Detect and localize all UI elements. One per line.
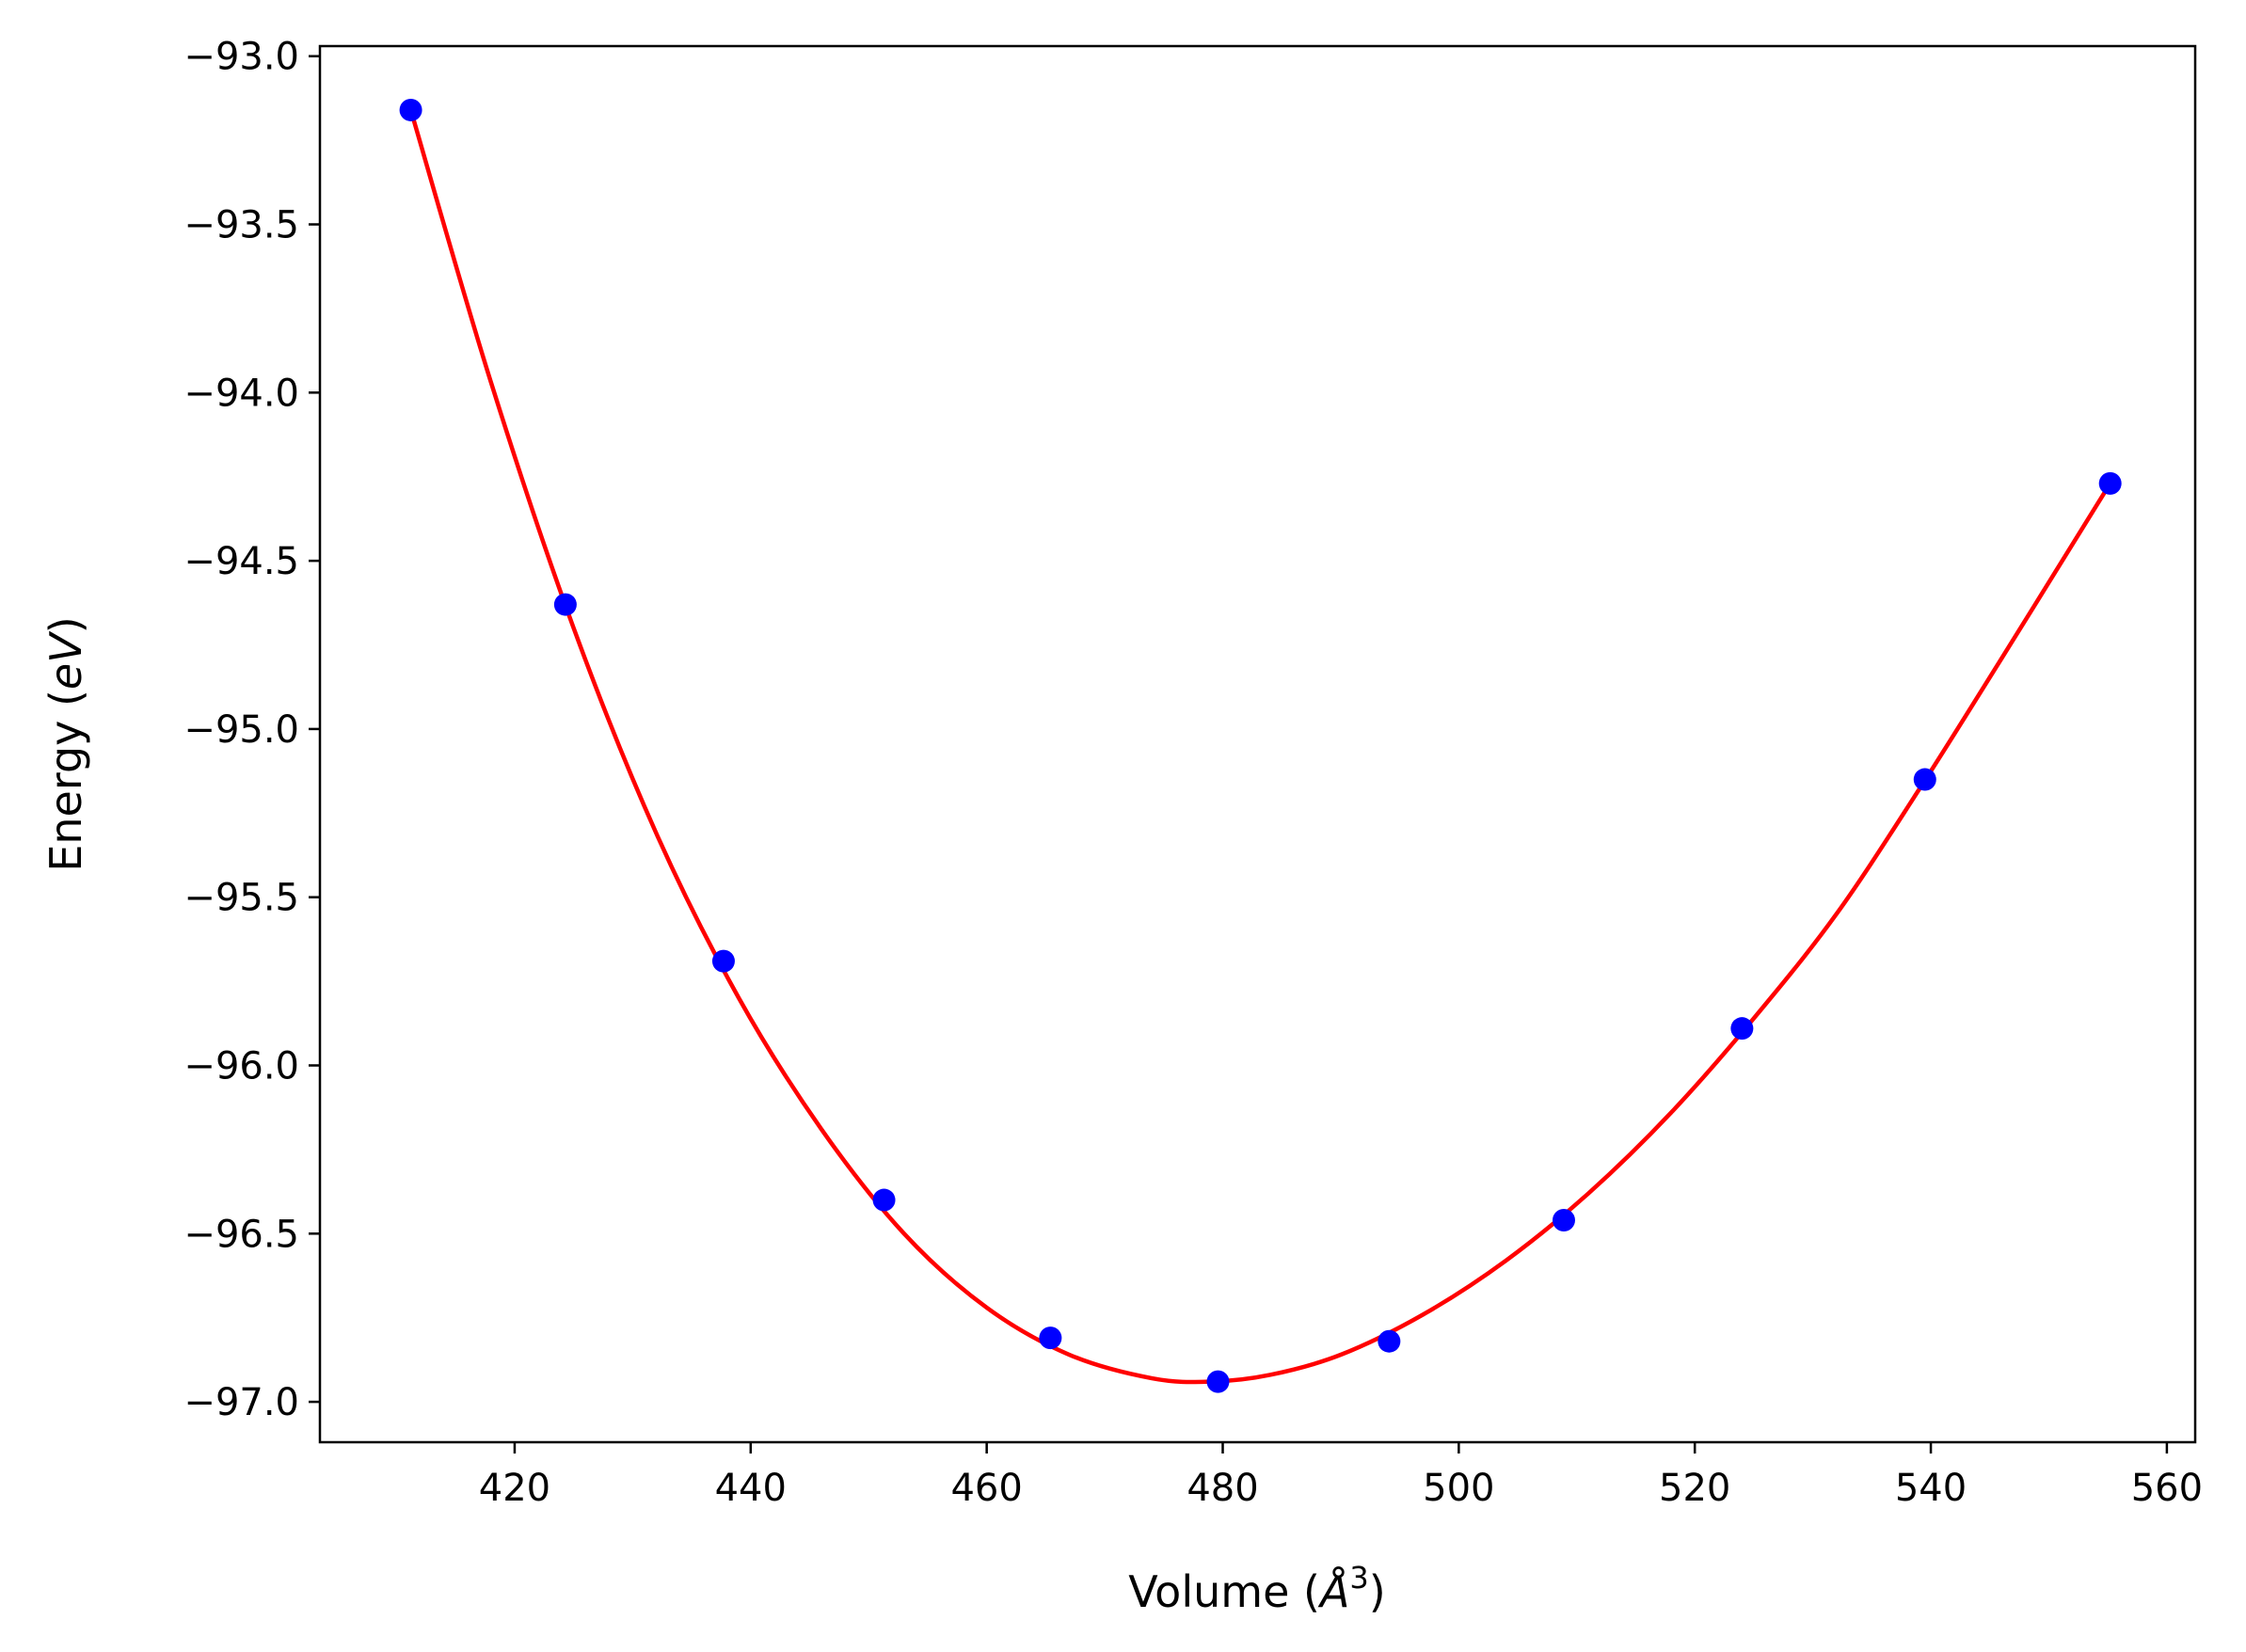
y-axis-title: Energy (eV) xyxy=(40,616,91,871)
x-axis-title: Volume (Å3) xyxy=(1128,1560,1385,1617)
x-tick-label: 560 xyxy=(2131,1467,2203,1510)
y-tick-label: −95.5 xyxy=(183,877,299,920)
y-tick-label: −94.0 xyxy=(183,372,299,415)
data-point xyxy=(1552,1208,1575,1231)
x-tick-label: 440 xyxy=(715,1467,787,1510)
y-axis-ticks: −93.0 −93.5 −94.0 −94.5 −95.0 −95.5 −96.0 −96.5… xyxy=(183,36,320,1424)
x-axis-ticks: 420 440 460 480 500 520 540 560 xyxy=(479,1442,2203,1510)
data-point xyxy=(399,98,422,121)
x-axis-title-symbol: Å xyxy=(1317,1566,1349,1617)
data-point xyxy=(553,593,577,616)
data-point xyxy=(872,1188,896,1212)
y-tick-label: −94.5 xyxy=(183,540,299,583)
x-tick-label: 460 xyxy=(950,1467,1022,1510)
x-axis-title-exponent: 3 xyxy=(1349,1560,1368,1596)
y-tick-label: −96.0 xyxy=(183,1044,299,1088)
y-axis-title-unit: eV xyxy=(40,630,91,690)
x-tick-label: 500 xyxy=(1423,1467,1494,1510)
data-point xyxy=(1730,1017,1754,1040)
plot-frame xyxy=(318,44,2197,1444)
data-point xyxy=(1378,1329,1401,1353)
x-axis-title-prefix: Volume ( xyxy=(1128,1566,1320,1617)
y-tick-label: −96.5 xyxy=(183,1213,299,1256)
x-tick-label: 520 xyxy=(1659,1467,1730,1510)
data-point xyxy=(1206,1370,1230,1393)
y-tick-label: −93.0 xyxy=(183,36,299,79)
x-tick-label: 540 xyxy=(1895,1467,1967,1510)
data-point xyxy=(711,949,735,973)
plot-area xyxy=(320,46,2195,1442)
data-points-layer xyxy=(399,98,2122,1393)
data-point xyxy=(1039,1326,1062,1350)
y-tick-label: −93.5 xyxy=(183,204,299,247)
y-tick-label: −97.0 xyxy=(183,1381,299,1424)
y-axis-title-prefix: Energy ( xyxy=(40,690,91,872)
y-tick-label: −95.0 xyxy=(183,708,299,752)
data-point xyxy=(1913,768,1936,791)
y-axis-title-suffix: ) xyxy=(40,616,91,633)
data-point xyxy=(2098,471,2122,495)
x-axis-title-suffix: ) xyxy=(1369,1566,1386,1617)
x-tick-label: 420 xyxy=(479,1467,550,1510)
x-tick-label: 480 xyxy=(1187,1467,1258,1510)
